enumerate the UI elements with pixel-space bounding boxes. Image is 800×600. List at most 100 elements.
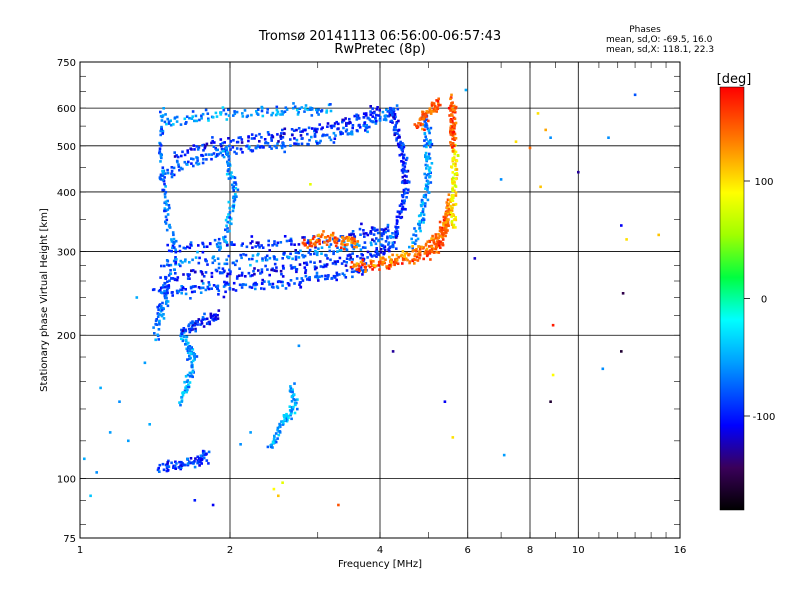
trace-point: [270, 136, 273, 140]
trace-point: [451, 193, 455, 197]
trace-point: [382, 230, 386, 233]
trace-point: [310, 135, 313, 139]
trace-point: [401, 150, 404, 153]
trace-point: [403, 169, 406, 173]
scatter-point: [277, 494, 280, 498]
trace-point: [394, 115, 397, 119]
trace-point: [413, 227, 416, 230]
trace-point: [189, 457, 193, 460]
trace-point: [163, 296, 167, 300]
trace-point: [212, 313, 216, 317]
trace-point: [388, 255, 391, 259]
trace-point: [277, 280, 281, 283]
trace-point: [247, 139, 250, 143]
trace-point: [424, 202, 427, 205]
trace-point: [227, 164, 230, 167]
trace-point: [428, 175, 431, 179]
trace-point: [352, 245, 356, 249]
trace-point: [404, 187, 408, 191]
trace-point: [308, 108, 312, 111]
trace-point: [160, 127, 163, 131]
trace-point: [177, 165, 181, 168]
trace-point: [197, 244, 200, 247]
trace-point: [296, 398, 299, 401]
trace-point: [200, 114, 203, 118]
trace-point: [216, 314, 219, 317]
trace-point: [427, 191, 431, 194]
trace-point: [219, 113, 223, 116]
trace-point: [190, 346, 193, 349]
trace-point: [226, 243, 229, 247]
trace-point: [207, 462, 210, 465]
trace-point: [239, 136, 242, 139]
trace-point: [207, 287, 211, 291]
trace-point: [222, 108, 226, 112]
trace-point: [417, 222, 420, 226]
trace-point: [244, 253, 248, 257]
trace-point: [355, 118, 359, 121]
trace-point: [191, 258, 194, 262]
trace-point: [164, 220, 167, 224]
trace-point: [217, 237, 221, 241]
trace-point: [429, 145, 432, 149]
trace-point: [249, 241, 252, 245]
trace-point: [163, 285, 167, 289]
trace-point: [320, 274, 324, 278]
trace-point: [394, 232, 397, 236]
trace-point: [173, 277, 177, 281]
trace-point: [430, 245, 433, 249]
trace-point: [163, 193, 167, 196]
trace-point: [438, 226, 442, 229]
trace-point: [194, 327, 197, 331]
trace-point: [396, 132, 399, 135]
trace-point: [414, 234, 418, 237]
trace-point: [450, 223, 454, 226]
trace-point: [290, 128, 294, 131]
trace-point: [170, 169, 174, 173]
trace-point: [278, 430, 282, 433]
trace-point: [380, 232, 384, 235]
trace-point: [401, 262, 404, 265]
trace-point: [391, 253, 394, 257]
trace-point: [290, 243, 293, 246]
trace-point: [211, 315, 214, 318]
trace-point: [194, 329, 197, 333]
trace-point: [454, 106, 457, 110]
trace-point: [453, 136, 456, 140]
trace-point: [289, 390, 293, 393]
scatter-point: [536, 112, 540, 115]
scatter-point: [539, 185, 542, 189]
trace-point: [433, 104, 437, 108]
trace-point: [202, 456, 206, 460]
trace-point: [379, 251, 383, 254]
trace-point: [428, 166, 431, 169]
trace-point: [452, 130, 456, 134]
trace-point: [411, 241, 414, 244]
trace-point: [339, 130, 342, 134]
trace-point: [418, 247, 422, 251]
trace-point: [166, 199, 169, 203]
trace-point: [285, 239, 289, 243]
trace-point: [193, 353, 197, 356]
trace-point: [385, 265, 388, 268]
trace-point: [353, 114, 356, 118]
trace-point: [434, 234, 438, 238]
trace-point: [401, 164, 405, 167]
trace-point: [165, 296, 168, 300]
trace-point: [329, 103, 332, 106]
trace-point: [428, 245, 431, 248]
trace-point: [450, 119, 454, 122]
trace-point: [446, 229, 449, 232]
trace-point: [336, 250, 339, 253]
trace-point: [228, 211, 232, 214]
trace-point: [421, 207, 425, 211]
trace-point: [424, 118, 428, 122]
trace-point: [201, 282, 205, 285]
trace-point: [206, 112, 210, 115]
trace-point: [235, 259, 238, 263]
trace-point: [276, 133, 279, 136]
trace-point: [173, 116, 177, 119]
trace-point: [342, 260, 346, 263]
trace-point: [255, 241, 259, 244]
trace-point: [367, 116, 370, 120]
